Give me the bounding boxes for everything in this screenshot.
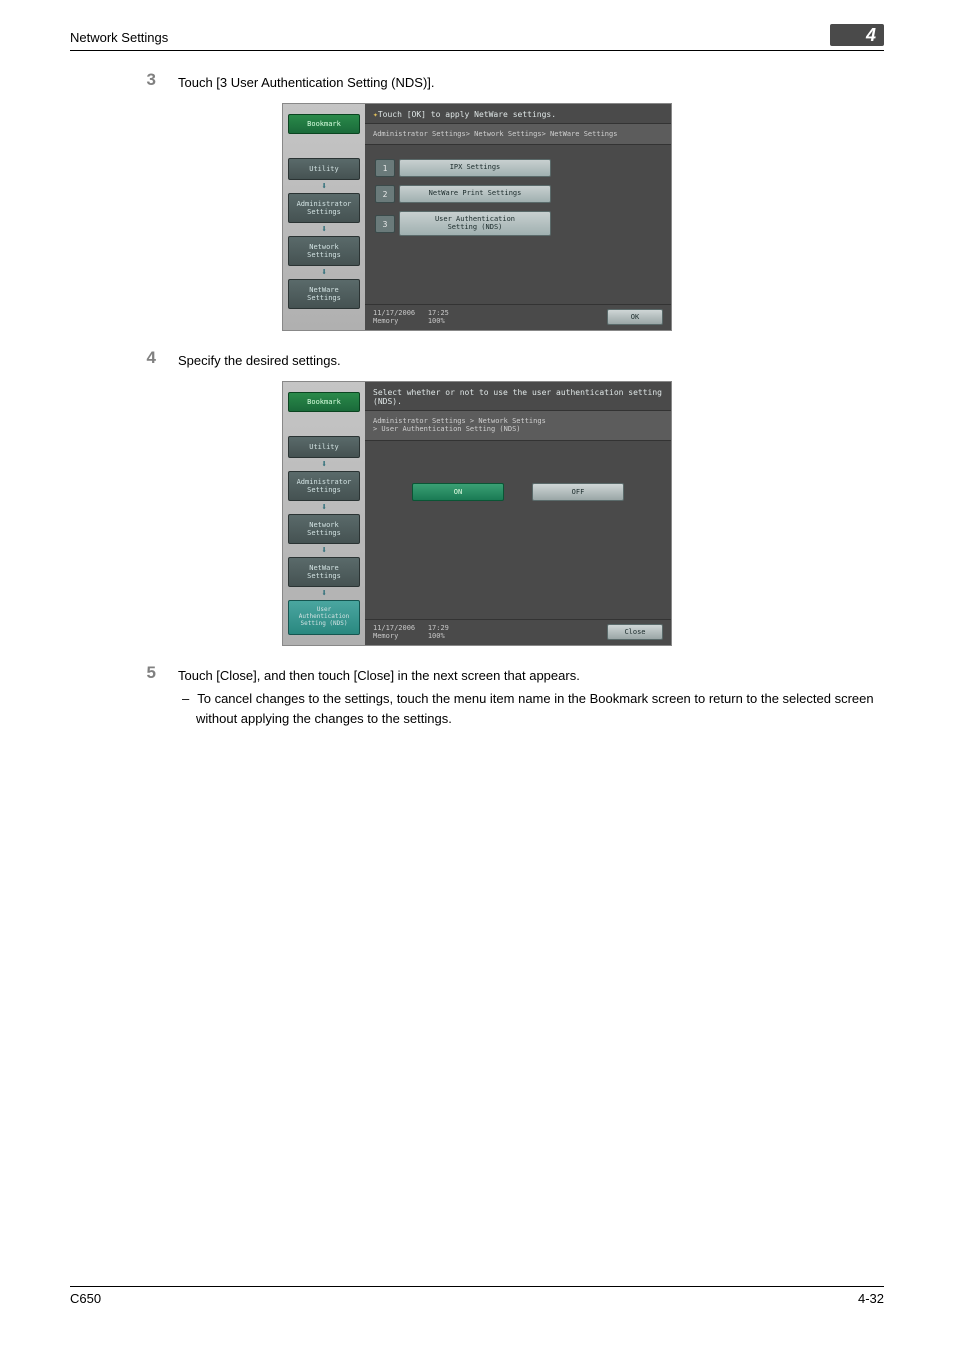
status-time: 17:29 <box>428 624 449 632</box>
status-time: 17:25 <box>428 309 449 317</box>
arrow-down-icon: ⬇ <box>321 224 327 235</box>
ok-button[interactable]: OK <box>607 309 663 325</box>
arrow-down-icon: ⬇ <box>321 545 327 556</box>
network-settings-button[interactable]: Network Settings <box>288 236 360 266</box>
model-label: C650 <box>70 1291 101 1306</box>
header-rule <box>70 50 884 51</box>
memory-value: 100% <box>428 632 445 640</box>
status-date: 11/17/2006 <box>373 624 415 632</box>
step-text: Specify the desired settings. <box>178 349 884 371</box>
utility-button[interactable]: Utility <box>288 158 360 180</box>
instruction-text: Touch [OK] to apply NetWare settings. <box>378 110 556 119</box>
section-header: Network Settings <box>70 30 168 45</box>
step-text: Touch [3 User Authentication Setting (ND… <box>178 71 884 93</box>
step-text: Touch [Close], and then touch [Close] in… <box>178 666 884 686</box>
memory-label: Memory <box>373 317 398 325</box>
step-number: 4 <box>70 349 178 371</box>
arrow-down-icon: ⬇ <box>321 267 327 278</box>
device-screenshot-1: Bookmark Utility ⬇ Administrator Setting… <box>282 103 672 332</box>
chapter-number-tab: 4 <box>830 24 884 46</box>
on-button[interactable]: ON <box>412 483 504 501</box>
memory-label: Memory <box>373 632 398 640</box>
menu-index[interactable]: 2 <box>375 185 395 203</box>
menu-index[interactable]: 1 <box>375 159 395 177</box>
arrow-down-icon: ⬇ <box>321 588 327 599</box>
admin-settings-button[interactable]: Administrator Settings <box>288 193 360 223</box>
user-auth-nds-button[interactable]: User Authentication Setting (NDS) <box>399 211 551 236</box>
step-number: 5 <box>70 664 178 729</box>
menu-index[interactable]: 3 <box>375 215 395 233</box>
netware-settings-button[interactable]: NetWare Settings <box>288 279 360 309</box>
utility-button[interactable]: Utility <box>288 436 360 458</box>
network-settings-button[interactable]: Network Settings <box>288 514 360 544</box>
arrow-down-icon: ⬇ <box>321 459 327 470</box>
arrow-down-icon: ⬇ <box>321 181 327 192</box>
netware-settings-button[interactable]: NetWare Settings <box>288 557 360 587</box>
ipx-settings-button[interactable]: IPX Settings <box>399 159 551 177</box>
step-subnote: To cancel changes to the settings, touch… <box>196 689 884 728</box>
netware-print-settings-button[interactable]: NetWare Print Settings <box>399 185 551 203</box>
instruction-text: Select whether or not to use the user au… <box>365 382 671 411</box>
memory-value: 100% <box>428 317 445 325</box>
breadcrumb: Administrator Settings > Network Setting… <box>365 411 671 441</box>
breadcrumb: Administrator Settings> Network Settings… <box>365 124 671 145</box>
arrow-down-icon: ⬇ <box>321 502 327 513</box>
user-auth-nds-button[interactable]: User Authentication Setting (NDS) <box>288 600 360 635</box>
device-screenshot-2: Bookmark Utility ⬇ Administrator Setting… <box>282 381 672 646</box>
bookmark-button[interactable]: Bookmark <box>288 392 360 412</box>
close-button[interactable]: Close <box>607 624 663 640</box>
admin-settings-button[interactable]: Administrator Settings <box>288 471 360 501</box>
bookmark-button[interactable]: Bookmark <box>288 114 360 134</box>
off-button[interactable]: OFF <box>532 483 624 501</box>
step-number: 3 <box>70 71 178 93</box>
page-number: 4-32 <box>858 1291 884 1306</box>
status-date: 11/17/2006 <box>373 309 415 317</box>
